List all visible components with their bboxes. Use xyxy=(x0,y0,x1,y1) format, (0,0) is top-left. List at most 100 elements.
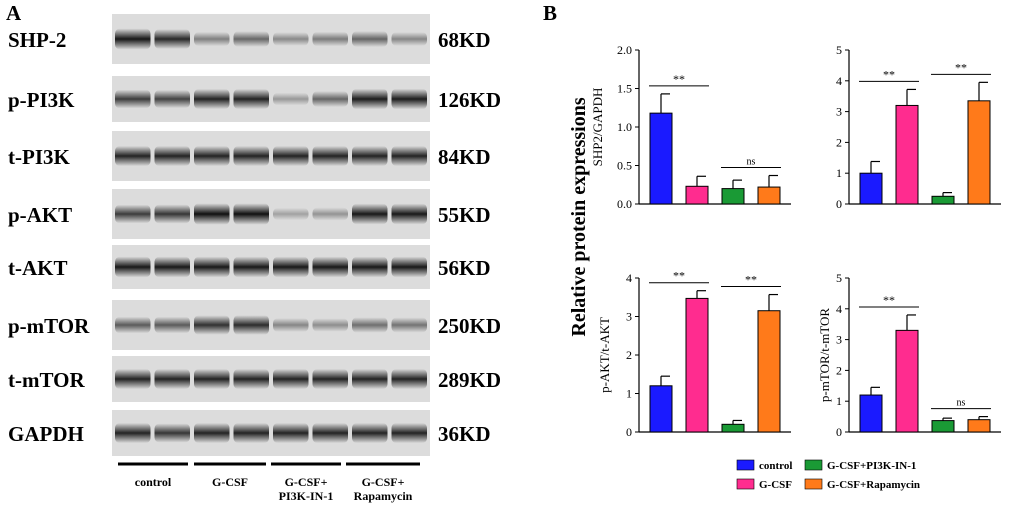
blot-row-t-mtor: t-mTOR 289KD xyxy=(8,356,501,402)
significance-label: ** xyxy=(883,67,895,81)
y-tick-label: 1 xyxy=(836,394,842,408)
y-tick-label: 3 xyxy=(836,105,842,119)
blot-band xyxy=(312,207,348,221)
protein-label: SHP-2 xyxy=(8,28,66,52)
blot-band xyxy=(352,203,388,225)
chart-3: 0 1 2 3 4 5 p-mTOR/t-mTOR ** ns xyxy=(817,271,1001,439)
blot-band xyxy=(273,207,309,221)
group-label-0: control xyxy=(118,462,188,489)
y-tick-label: 2 xyxy=(836,363,842,377)
blot-band xyxy=(233,31,269,47)
blot-band xyxy=(115,204,151,224)
bar-2 xyxy=(721,188,745,205)
blot-row-p-mtor: p-mTOR 250KD xyxy=(8,300,501,350)
protein-label: t-PI3K xyxy=(8,145,70,169)
legend-label: control xyxy=(759,460,792,472)
significance-label: ** xyxy=(883,293,895,307)
blot-band xyxy=(391,88,427,110)
blot-band xyxy=(273,318,309,332)
blot-band xyxy=(233,145,269,167)
y-tick-label: 5 xyxy=(836,271,842,285)
legend-label: G-CSF+PI3K-IN-1 xyxy=(827,460,916,472)
blot-row-t-akt: t-AKT 56KD xyxy=(8,245,491,289)
blot-band xyxy=(352,145,388,167)
legend-item-0: control xyxy=(736,459,792,472)
significance-label: ** xyxy=(955,60,967,74)
blot-band xyxy=(154,204,190,224)
significance-label: ** xyxy=(673,72,685,86)
legend-item-1: G-CSF xyxy=(736,478,792,491)
blot-band xyxy=(115,145,151,167)
blot-band xyxy=(312,368,348,390)
group-label-line: control xyxy=(135,475,172,489)
blot-band xyxy=(273,256,309,278)
bar-3 xyxy=(757,186,781,205)
blot-band xyxy=(352,88,388,110)
blot-band xyxy=(312,318,348,332)
bar-charts: 0.00.51.01.52.0SHP2/GAPDH**ns012345****0… xyxy=(590,43,1001,439)
y-tick-label: 3 xyxy=(626,310,632,324)
legend-item-2: G-CSF+PI3K-IN-1 xyxy=(804,459,916,472)
legend: control G-CSF G-CSF+PI3K-IN-1 G-CSF+Rapamyc… xyxy=(736,459,920,491)
chart-0: 0.0 0.5 1.0 1.5 2.0 SHP2/GAPDH ** ns xyxy=(590,43,791,211)
chart-1: 0 1 2 3 4 5 ** ** xyxy=(836,43,1001,211)
size-label: 36KD xyxy=(438,422,491,446)
y-axis-label: p-mTOR/t-mTOR xyxy=(817,308,832,402)
blot-band xyxy=(391,32,427,46)
blot-band xyxy=(352,256,388,278)
blot-band xyxy=(194,31,230,47)
blot-band xyxy=(312,91,348,107)
blot-band xyxy=(233,368,269,390)
blot-band xyxy=(233,88,269,110)
blot-band xyxy=(194,368,230,390)
legend-swatch xyxy=(804,478,823,490)
y-tick-label: 0.0 xyxy=(617,197,632,211)
significance-label: ** xyxy=(745,273,757,287)
blot-band xyxy=(154,368,190,390)
y-tick-label: 1 xyxy=(836,166,842,180)
group-label-line: G-CSF xyxy=(212,475,248,489)
group-label-line: PI3K-IN-1 xyxy=(279,489,334,503)
y-tick-label: 1.5 xyxy=(617,82,632,96)
blot-band xyxy=(391,317,427,333)
bar-3 xyxy=(757,310,781,433)
bar-0 xyxy=(859,394,883,433)
size-label: 84KD xyxy=(438,145,491,169)
blot-band xyxy=(273,92,309,106)
blot-band xyxy=(391,145,427,167)
blot-band xyxy=(115,368,151,390)
y-tick-label: 0.5 xyxy=(617,159,632,173)
protein-label: p-AKT xyxy=(8,203,72,227)
significance-label: ** xyxy=(673,269,685,283)
panel-b-label: B xyxy=(543,1,557,25)
y-tick-label: 4 xyxy=(626,271,632,285)
y-tick-label: 2 xyxy=(626,348,632,362)
blot-band xyxy=(154,145,190,167)
shared-y-axis-label: Relative protein expressions xyxy=(568,97,590,336)
bar-1 xyxy=(685,185,709,205)
legend-swatch xyxy=(736,478,755,490)
bar-2 xyxy=(721,423,745,433)
y-tick-label: 0 xyxy=(626,425,632,439)
group-label-line: G-CSF+ xyxy=(285,475,328,489)
legend-label: G-CSF+Rapamycin xyxy=(827,479,920,491)
blot-band xyxy=(154,29,190,49)
blot-row-shp-2: SHP-2 68KD xyxy=(8,14,491,64)
protein-label: GAPDH xyxy=(8,422,84,446)
y-tick-label: 5 xyxy=(836,43,842,57)
blot-band xyxy=(352,368,388,390)
y-axis-label: p-AKT/t-AKT xyxy=(597,317,612,393)
blot-band xyxy=(115,28,151,50)
blot-band xyxy=(312,422,348,444)
blot-band xyxy=(391,256,427,278)
bar-3 xyxy=(967,100,991,205)
blot-band xyxy=(273,145,309,167)
blot-band xyxy=(154,256,190,278)
group-label-2: G-CSF+PI3K-IN-1 xyxy=(271,462,341,503)
blot-row-t-pi3k: t-PI3K 84KD xyxy=(8,131,491,181)
bar-2 xyxy=(931,420,955,433)
blot-band xyxy=(115,89,151,109)
blot-band xyxy=(233,422,269,444)
size-label: 68KD xyxy=(438,28,491,52)
